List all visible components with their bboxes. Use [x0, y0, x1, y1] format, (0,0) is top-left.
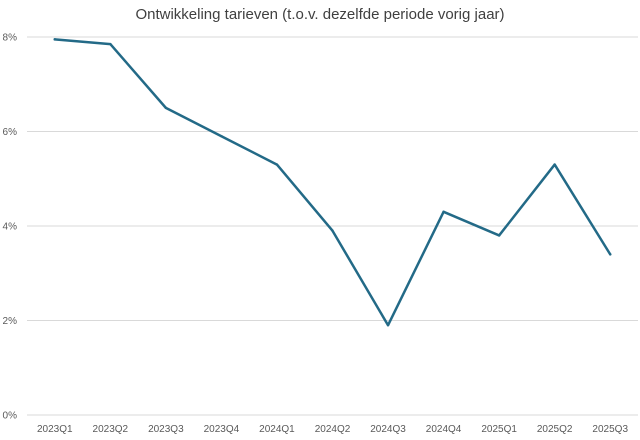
chart-title: Ontwikkeling tarieven (t.o.v. dezelfde p…: [135, 6, 505, 23]
series-line-0: [53, 38, 612, 327]
data-point-2023Q1: [53, 38, 56, 41]
x-tick-label: 2025Q3: [592, 424, 628, 435]
data-point-2025Q1: [497, 234, 501, 237]
data-point-2024Q1: [275, 163, 279, 166]
data-point-2025Q3: [609, 253, 612, 256]
data-point-2024Q3: [386, 324, 390, 327]
y-tick-label: 6%: [3, 127, 18, 138]
x-tick-label: 2023Q2: [93, 424, 129, 435]
data-point-2025Q2: [553, 163, 556, 166]
data-point-2024Q2: [331, 229, 334, 232]
x-tick-label: 2024Q1: [259, 424, 295, 435]
y-tick-label: 8%: [3, 33, 18, 44]
y-tick-label: 2%: [3, 316, 18, 327]
x-tick-label: 2025Q1: [481, 424, 517, 435]
data-point-2024Q4: [442, 210, 445, 214]
x-tick-label: 2024Q3: [370, 424, 406, 435]
x-tick-label: 2023Q1: [37, 424, 73, 435]
x-tick-label: 2024Q4: [426, 424, 462, 435]
x-tick-label: 2023Q4: [204, 424, 240, 435]
series-layer: [53, 38, 612, 327]
x-axis-tick-labels: 2023Q1 2023Q2 2023Q3 2023Q4 2024Q1 2024Q2 2024…: [37, 424, 628, 435]
data-point-2023Q2: [109, 42, 112, 46]
x-tick-label: 2024Q2: [315, 424, 351, 435]
y-tick-label: 0%: [3, 411, 18, 422]
gridlines: [27, 36, 638, 416]
y-axis-tick-labels: 0% 2% 4% 6% 8%: [3, 33, 18, 422]
x-tick-label: 2025Q2: [537, 424, 573, 435]
data-point-2023Q3: [164, 106, 168, 110]
y-tick-label: 4%: [3, 222, 18, 233]
data-point-2023Q4: [220, 135, 223, 138]
x-tick-label: 2023Q3: [148, 424, 184, 435]
